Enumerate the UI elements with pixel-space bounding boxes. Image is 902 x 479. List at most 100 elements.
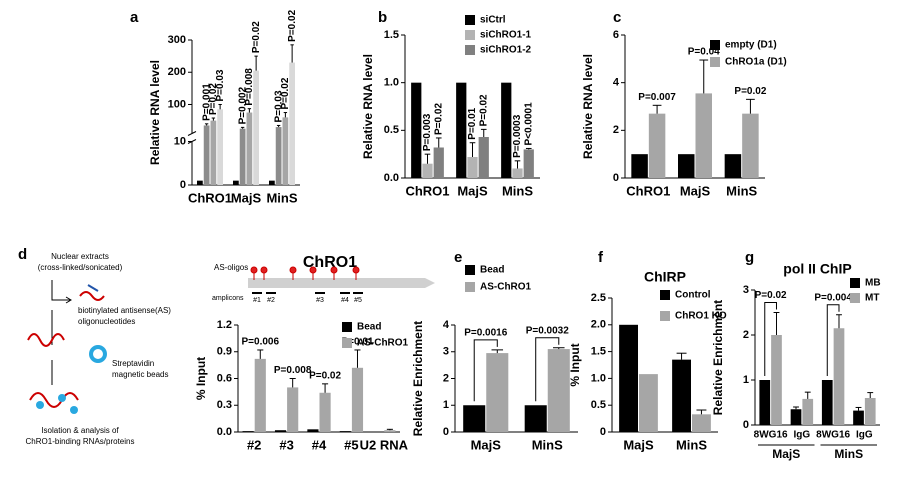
p-value: P=0.008 (244, 68, 255, 106)
p-value: P=0.004 (814, 292, 852, 303)
bar (724, 154, 742, 178)
y-tick-label: 2 (743, 329, 749, 341)
p-bracket (473, 339, 498, 402)
x-tick-label: ChRO1 (188, 190, 232, 205)
step-text: oligonucleotides (78, 317, 135, 326)
bar (197, 180, 203, 185)
x-tick-label: MajS (471, 437, 502, 452)
bar (456, 82, 467, 178)
bar (422, 163, 433, 178)
y-axis-label: Relative RNA level (148, 60, 162, 165)
rna-icon (79, 291, 105, 301)
legend-swatch (342, 338, 352, 348)
p-bracket (764, 302, 777, 376)
oligo-pins (250, 266, 360, 280)
y-tick-label: 2.0 (591, 319, 606, 331)
step-text: (cross-linked/sonicated) (38, 263, 123, 272)
p-bracket (535, 337, 560, 402)
y-tick-label: 10 (174, 135, 186, 147)
x-tick-label: ChRO1 (405, 183, 449, 198)
y-tick-label: 0.3 (217, 399, 232, 411)
bead-icon (70, 406, 78, 414)
y-axis-label: Relative Enrichment (411, 321, 425, 436)
p-value: P=0.02 (287, 9, 298, 41)
bar (339, 431, 351, 432)
legend-label: ChRO1a (D1) (725, 57, 787, 68)
p-value: P=0.03 (273, 90, 284, 122)
y-tick-label: 0.6 (217, 372, 232, 384)
p-value: P=0.0016 (464, 328, 508, 339)
x-tick-label: MinS (502, 183, 533, 198)
legend-swatch (710, 57, 720, 67)
y-tick-label: 0.9 (217, 346, 232, 358)
x-tick-label: MinS (532, 437, 563, 452)
bar (242, 431, 254, 432)
x-tick-label: 8WG16 (816, 430, 850, 441)
pin-head (289, 266, 297, 274)
legend-swatch (660, 311, 670, 321)
p-value: P=0.01 (467, 107, 478, 139)
legend-swatch (465, 30, 475, 40)
panel-label: a (130, 9, 139, 26)
y-tick-label: 0.5 (591, 399, 606, 411)
bar (802, 398, 814, 425)
y-tick-label: 0.5 (384, 124, 399, 136)
rna-icon (29, 392, 79, 408)
bar (501, 82, 512, 178)
arrow (51, 280, 70, 301)
y-tick-label: 1.0 (384, 77, 399, 89)
bar (351, 367, 364, 432)
y-axis-label: Relative Enrichment (711, 300, 725, 415)
amplicon-label: #4 (341, 297, 349, 304)
p-value: P=0.02 (208, 83, 219, 115)
map-label: AS-oligos (214, 263, 248, 272)
legend-swatch (465, 282, 475, 292)
oligo-icon (87, 284, 99, 292)
x-tick-label: U2 RNA (360, 437, 409, 452)
p-value: P=0.03 (215, 69, 226, 101)
bead-icon (58, 394, 66, 402)
y-axis-label: Relative RNA level (581, 54, 595, 159)
p-value: P=0.02 (280, 77, 291, 109)
bar (307, 429, 319, 432)
p-value: P=0.0032 (526, 325, 570, 336)
group-label: MajS (772, 447, 800, 461)
bar (648, 113, 666, 178)
bar (833, 328, 845, 425)
map-label: amplicons (212, 295, 244, 302)
bead-icon (89, 345, 107, 363)
panel-label: g (745, 249, 754, 266)
y-tick-label: 2 (613, 124, 619, 136)
p-value: P=0.02 (309, 370, 341, 381)
pin-head (260, 266, 268, 274)
y-tick-label: 3 (743, 284, 749, 296)
bar (672, 359, 691, 432)
step-text: Streptavidin (112, 359, 154, 368)
bar (233, 180, 239, 185)
legend-label: Control (675, 290, 711, 301)
bar (289, 62, 295, 185)
panel-label: f (598, 249, 604, 266)
bar (274, 430, 287, 432)
x-tick-label: #3 (279, 437, 293, 452)
legend-label: siChRO1-2 (480, 45, 532, 56)
bar (287, 387, 299, 432)
bar (269, 180, 275, 185)
amplicon-label: #2 (267, 297, 275, 304)
legend-label: siChRO1-1 (480, 30, 532, 41)
bar (411, 82, 422, 178)
bar (864, 398, 876, 425)
panel-label: b (378, 9, 387, 26)
y-axis-label: Relative RNA level (361, 54, 375, 159)
bar (282, 117, 289, 185)
p-value: P=0.007 (638, 92, 676, 103)
x-tick-label: IgG (856, 430, 873, 441)
y-tick-label: 0 (743, 419, 749, 431)
x-tick-label: MajS (457, 183, 488, 198)
legend-label: MB (865, 278, 881, 289)
x-tick-label: ChRO1 (626, 183, 670, 198)
x-tick-label: #2 (247, 437, 261, 452)
x-tick-label: MinS (676, 437, 707, 452)
bar (275, 127, 282, 185)
p-value: P=0.0003 (512, 114, 523, 158)
